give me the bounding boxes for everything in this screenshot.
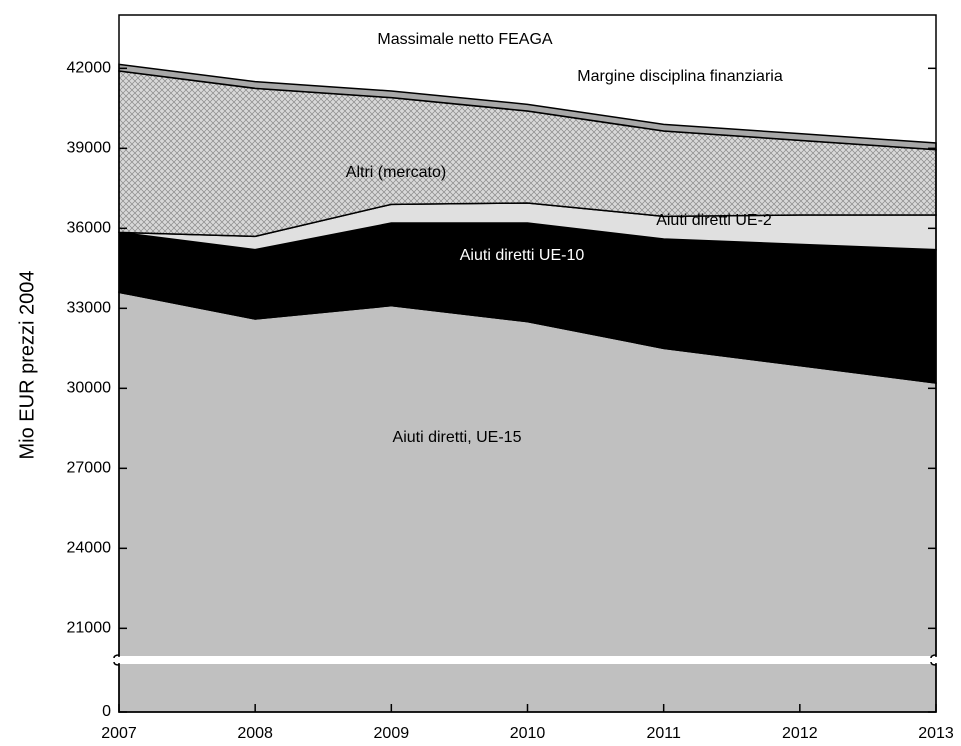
y-tick-label: 21000 — [67, 620, 112, 637]
x-tick-label: 2011 — [646, 725, 681, 742]
y-tick-label: 30000 — [67, 380, 112, 397]
break-mark — [930, 654, 937, 666]
series-label: Altri (mercato) — [346, 164, 446, 181]
y-tick-label: 42000 — [67, 60, 112, 77]
plot-areas — [118, 63, 937, 713]
y-axis-label: Mio EUR prezzi 2004 — [16, 271, 38, 460]
y-tick-label: 24000 — [67, 540, 112, 557]
y-tick-label: 39000 — [67, 140, 112, 157]
break-mark — [113, 654, 120, 666]
axis-break — [115, 657, 940, 663]
y-tick-label: 33000 — [67, 300, 112, 317]
x-tick-label: 2012 — [782, 725, 818, 742]
x-tick-label: 2013 — [918, 725, 954, 742]
y-tick-label: 27000 — [67, 460, 112, 477]
x-tick-label: 2010 — [510, 725, 546, 742]
series-label: Aiuti diretti, UE-15 — [393, 429, 522, 446]
y-tick-label: 36000 — [67, 220, 112, 237]
y-tick-label: 0 — [102, 703, 111, 720]
annotation: Massimale netto FEAGA — [377, 31, 553, 48]
x-tick-label: 2008 — [237, 725, 273, 742]
x-tick-label: 2009 — [374, 725, 410, 742]
series-label: Aiuti diretti UE-2 — [656, 212, 772, 229]
series-label: Margine disciplina finanziaria — [577, 68, 783, 85]
series-label: Aiuti diretti UE-10 — [460, 247, 585, 264]
x-tick-label: 2007 — [101, 725, 137, 742]
